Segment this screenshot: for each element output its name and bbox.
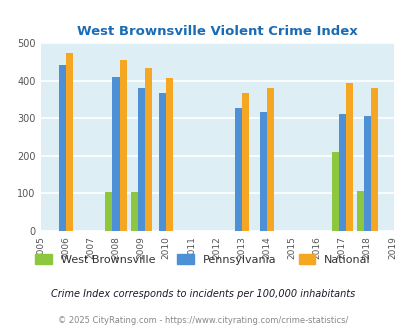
Bar (266, 88, 273, 231)
Bar (345, 83, 352, 231)
Bar (363, 116, 370, 231)
Bar (144, 68, 151, 231)
Bar (338, 114, 345, 231)
Text: Crime Index corresponds to incidents per 100,000 inhabitants: Crime Index corresponds to incidents per… (51, 289, 354, 299)
Legend: West Brownsville, Pennsylvania, National: West Brownsville, Pennsylvania, National (30, 250, 375, 269)
Bar (59, 65, 66, 231)
Bar (234, 108, 241, 231)
Bar (166, 78, 173, 231)
Bar (259, 113, 266, 231)
Bar (370, 88, 377, 231)
Title: West Brownsville Violent Crime Index: West Brownsville Violent Crime Index (77, 24, 357, 38)
Bar (137, 88, 144, 231)
Bar (119, 60, 126, 231)
Bar (331, 151, 338, 231)
Bar (356, 191, 363, 231)
Bar (66, 53, 72, 231)
Text: © 2025 CityRating.com - https://www.cityrating.com/crime-statistics/: © 2025 CityRating.com - https://www.city… (58, 316, 347, 325)
Bar (130, 192, 137, 231)
Bar (112, 77, 119, 231)
Bar (105, 192, 112, 231)
Bar (159, 93, 166, 231)
Bar (241, 92, 248, 231)
